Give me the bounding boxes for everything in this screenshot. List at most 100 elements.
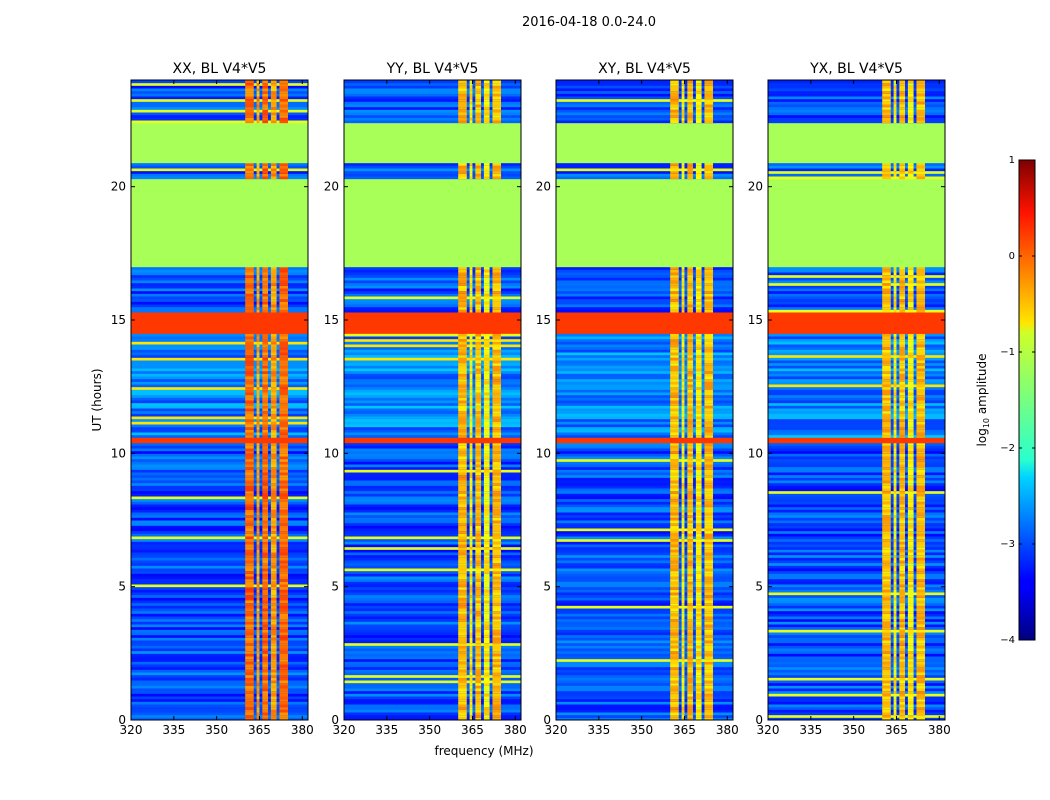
- rfi-cell: [279, 82, 289, 86]
- rfi-cell: [262, 370, 269, 374]
- rfi-cell: [483, 717, 490, 720]
- rfi-cell: [458, 314, 467, 318]
- rfi-cell: [492, 629, 502, 633]
- rfi-cell: [279, 442, 289, 446]
- rfi-cell: [670, 552, 679, 556]
- rfi-cell: [458, 133, 467, 137]
- rfi-cell: [262, 184, 269, 188]
- rfi-cell: [245, 498, 254, 502]
- rfi-cell: [458, 154, 467, 158]
- rfi-cell: [681, 477, 685, 481]
- rfi-cell: [279, 202, 289, 206]
- rfi-cell: [492, 298, 502, 302]
- rfi-cell: [256, 474, 260, 478]
- rfi-cell: [907, 629, 914, 633]
- rfi-cell: [704, 650, 714, 654]
- rfi-cell: [916, 480, 926, 484]
- rfi-cell: [483, 621, 490, 625]
- heatmap-row: [556, 456, 733, 460]
- y-tick-label: 0: [543, 713, 551, 727]
- heatmap-row: [556, 261, 733, 265]
- rfi-cell: [245, 632, 254, 636]
- rfi-cell: [670, 424, 679, 428]
- rfi-cell: [256, 309, 260, 313]
- rfi-cell: [695, 482, 702, 486]
- rfi-cell: [270, 528, 277, 532]
- rfi-cell: [270, 370, 277, 374]
- heatmap-row: [344, 586, 521, 590]
- rfi-cell: [704, 682, 714, 686]
- panel-frame: [130, 79, 309, 721]
- rfi-cell: [270, 474, 277, 478]
- heatmap-row: [131, 122, 308, 126]
- rfi-cell: [695, 488, 702, 492]
- rfi-cell: [469, 709, 473, 713]
- heatmap-row: [131, 648, 308, 652]
- rfi-cell: [670, 317, 679, 321]
- rfi-cell: [458, 405, 467, 409]
- rfi-cell: [469, 162, 473, 166]
- rfi-cell: [704, 541, 714, 545]
- rfi-cell: [469, 266, 473, 270]
- rfi-cell: [695, 165, 702, 169]
- heatmap-row: [556, 370, 733, 374]
- rfi-cell: [492, 242, 502, 246]
- rfi-cell: [270, 664, 277, 668]
- heatmap-row: [556, 264, 733, 268]
- rfi-cell: [899, 597, 906, 601]
- rfi-cell: [475, 442, 482, 446]
- rfi-cell: [469, 120, 473, 124]
- rfi-cell: [670, 285, 679, 289]
- rfi-cell: [469, 381, 473, 385]
- heatmap-row: [768, 498, 945, 502]
- rfi-cell: [704, 602, 714, 606]
- heatmap-row: [131, 632, 308, 636]
- rfi-cell: [670, 426, 679, 430]
- rfi-cell: [475, 205, 482, 209]
- rfi-cell: [681, 456, 685, 460]
- heatmap-row: [344, 376, 521, 380]
- rfi-cell: [256, 237, 260, 241]
- rfi-cell: [245, 122, 254, 126]
- rfi-cell: [458, 93, 467, 97]
- heatmap-row: [556, 453, 733, 457]
- rfi-cell: [695, 205, 702, 209]
- heatmap-row: [556, 288, 733, 292]
- rfi-cell: [245, 98, 254, 102]
- rfi-cell: [681, 706, 685, 710]
- rfi-cell: [483, 605, 490, 609]
- rfi-cell: [907, 501, 914, 505]
- rfi-cell: [256, 272, 260, 276]
- heatmap-row: [344, 488, 521, 492]
- rfi-cell: [469, 384, 473, 388]
- rfi-cell: [687, 184, 694, 188]
- rfi-cell: [458, 594, 467, 598]
- rfi-cell: [687, 130, 694, 134]
- rfi-cell: [270, 362, 277, 366]
- rfi-cell: [475, 282, 482, 286]
- heatmap-row: [131, 618, 308, 622]
- x-tick-label: 380: [504, 723, 527, 737]
- rfi-cell: [270, 218, 277, 222]
- rfi-cell: [681, 160, 685, 164]
- rfi-cell: [458, 106, 467, 110]
- rfi-cell: [256, 626, 260, 630]
- rfi-cell: [695, 626, 702, 630]
- rfi-cell: [469, 416, 473, 420]
- rfi-cell: [245, 378, 254, 382]
- rfi-cell: [670, 509, 679, 513]
- rfi-cell: [899, 533, 906, 537]
- heatmap-row: [344, 261, 521, 265]
- rfi-cell: [687, 416, 694, 420]
- heatmap-row: [556, 357, 733, 361]
- heatmap-row: [344, 501, 521, 505]
- rfi-cell: [907, 552, 914, 556]
- rfi-cell: [458, 90, 467, 94]
- rfi-cell: [256, 477, 260, 481]
- rfi-cell: [681, 701, 685, 705]
- rfi-cell: [670, 96, 679, 100]
- heatmap-row: [131, 624, 308, 628]
- rfi-cell: [245, 306, 254, 310]
- rfi-cell: [681, 322, 685, 326]
